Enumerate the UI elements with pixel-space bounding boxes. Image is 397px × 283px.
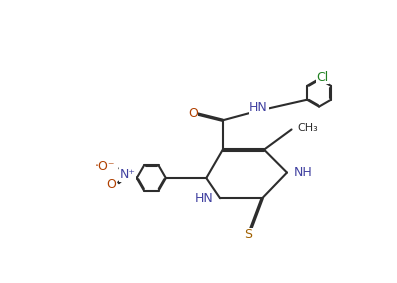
Text: O: O <box>188 107 198 120</box>
Text: S: S <box>245 228 252 241</box>
Text: HN: HN <box>249 101 268 114</box>
Text: NH: NH <box>293 166 312 179</box>
Text: Cl: Cl <box>316 71 329 84</box>
Text: N⁺: N⁺ <box>119 168 136 181</box>
Text: CH₃: CH₃ <box>297 123 318 133</box>
Text: ⋅O⁻: ⋅O⁻ <box>95 160 116 173</box>
Text: O: O <box>106 178 116 191</box>
Text: HN: HN <box>195 192 214 205</box>
